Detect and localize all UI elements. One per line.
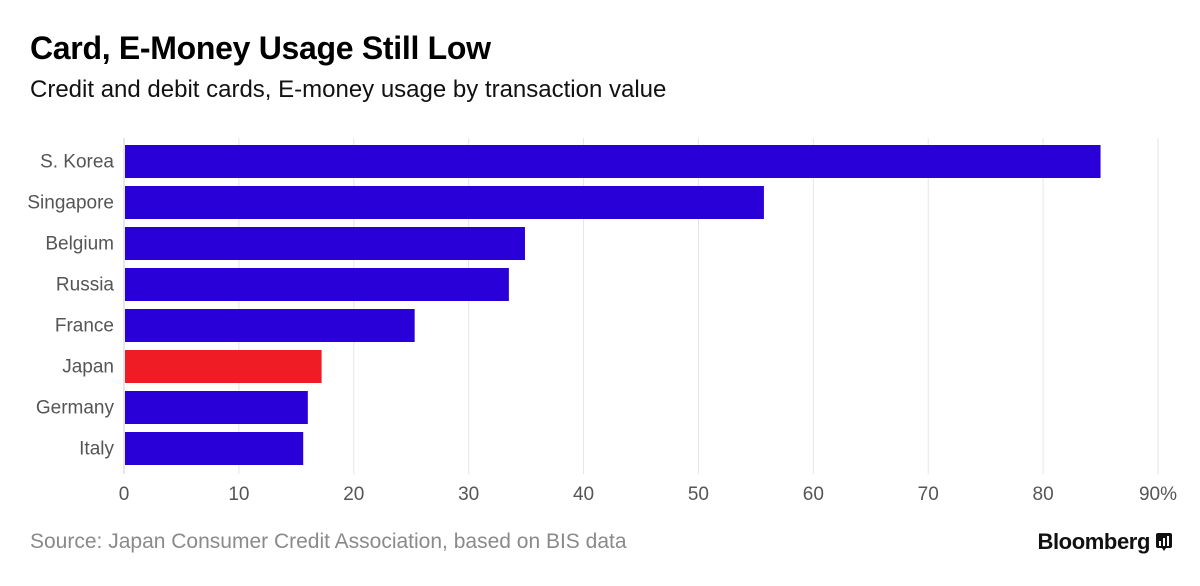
category-label: Germany: [36, 398, 115, 419]
x-tick-label: 0: [119, 484, 130, 505]
x-tick-label: 50: [688, 484, 709, 505]
bar: [125, 268, 509, 301]
bloomberg-chart-icon: [1156, 533, 1172, 551]
bloomberg-logo: Bloomberg: [1037, 529, 1172, 555]
bar: [125, 309, 415, 342]
bar: [125, 145, 1101, 178]
x-tick-label: 70: [918, 484, 939, 505]
bar: [125, 350, 322, 383]
bar: [125, 432, 304, 465]
category-label: France: [55, 316, 114, 337]
bar: [125, 227, 525, 260]
chart-subtitle: Credit and debit cards, E-money usage by…: [30, 76, 667, 103]
category-label: Russia: [56, 275, 115, 296]
x-tick-label: 10: [228, 484, 249, 505]
x-tick-label: 90%: [1139, 484, 1177, 505]
x-tick-label: 80: [1033, 484, 1054, 505]
category-label: Italy: [79, 439, 114, 460]
category-label: Singapore: [27, 193, 114, 214]
bar: [125, 391, 308, 424]
chart-title: Card, E-Money Usage Still Low: [30, 30, 491, 66]
x-tick-label: 20: [343, 484, 364, 505]
x-tick-label: 30: [458, 484, 479, 505]
source-note: Source: Japan Consumer Credit Associatio…: [30, 530, 627, 553]
category-label: Belgium: [45, 234, 114, 255]
category-label: S. Korea: [40, 152, 114, 173]
category-label: Japan: [62, 357, 114, 378]
bar: [125, 186, 764, 219]
brand-name: Bloomberg: [1037, 529, 1150, 554]
x-tick-label: 40: [573, 484, 594, 505]
x-tick-label: 60: [803, 484, 824, 505]
